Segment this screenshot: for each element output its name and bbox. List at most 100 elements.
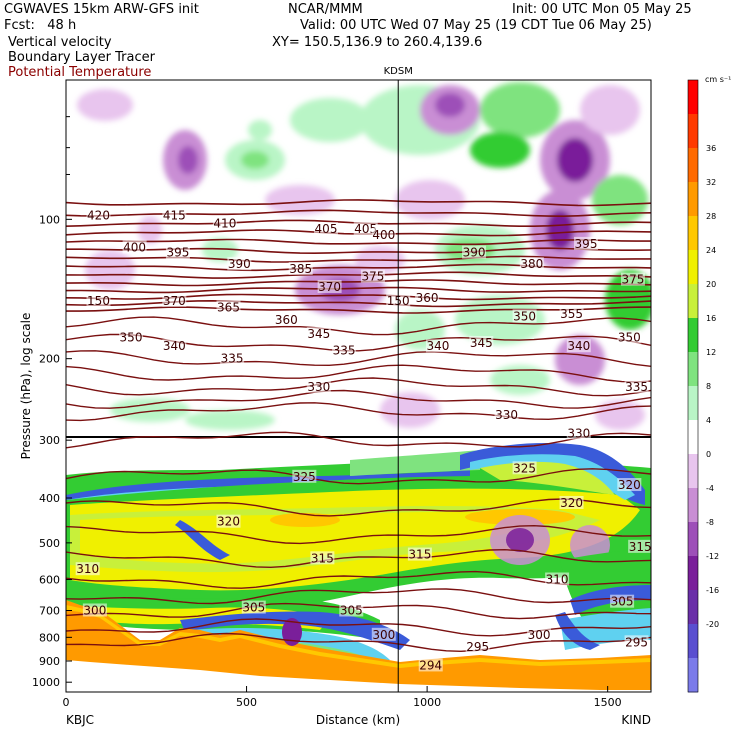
y-tick-label: 400: [39, 492, 60, 505]
isentrope-line: [66, 377, 651, 397]
isentrope-label: 345: [306, 327, 331, 341]
isentrope-label: 365: [216, 300, 241, 314]
model-title: CGWAVES 15km ARW-GFS init: [4, 2, 199, 17]
colorbar-unit: cm s⁻¹: [705, 75, 731, 84]
svg-text:405: 405: [354, 222, 377, 236]
isentrope-label: 340: [566, 339, 591, 353]
isentrope-label: 420: [86, 208, 111, 222]
colorbar-level-label: 36: [706, 144, 716, 153]
colorbar-swatch: [688, 556, 698, 591]
svg-text:305: 305: [340, 603, 363, 617]
x-tick-label: 500: [236, 696, 257, 709]
isentrope-label: 325: [292, 469, 317, 484]
svg-text:330: 330: [307, 380, 330, 394]
isentrope-label: 295: [465, 640, 490, 654]
colorbar-level-label: 20: [706, 280, 716, 289]
isentrope-label: 375: [360, 269, 385, 284]
isentrope-label: 340: [162, 339, 187, 353]
isentrope-label: 350: [119, 330, 143, 344]
isentrope-label: 320: [617, 478, 642, 492]
svg-text:340: 340: [163, 339, 186, 353]
colorbar-level-label: -4: [706, 484, 714, 493]
y-tick-label: 900: [39, 655, 60, 668]
colorbar-swatch: [688, 624, 698, 659]
isentrope-label: 410: [212, 216, 237, 230]
svg-text:405: 405: [315, 222, 338, 236]
svg-text:350: 350: [513, 309, 536, 323]
svg-text:295: 295: [466, 640, 489, 654]
isentrope-label: 320: [216, 514, 241, 529]
isentrope-label: 305: [241, 600, 266, 615]
isentrope-label: 310: [75, 562, 100, 576]
svg-text:360: 360: [416, 291, 439, 305]
isentrope-line: [66, 364, 651, 383]
colorbar-swatch: [688, 454, 698, 489]
colorbar-level-label: -20: [706, 620, 719, 629]
svg-text:375: 375: [361, 270, 384, 284]
valid-time: Valid: 00 UTC Wed 07 May 25 (19 CDT Tue …: [300, 18, 652, 33]
svg-text:355: 355: [560, 307, 583, 321]
colorbar-level-label: -16: [706, 586, 719, 595]
svg-text:325: 325: [513, 461, 536, 475]
colorbar-swatch: [688, 80, 698, 115]
isentrope-line: [66, 402, 651, 422]
y-tick-label: 200: [39, 353, 60, 366]
svg-text:310: 310: [76, 562, 99, 576]
svg-text:340: 340: [426, 339, 449, 353]
svg-text:400: 400: [123, 240, 146, 254]
svg-text:305: 305: [611, 595, 634, 609]
svg-text:375: 375: [621, 273, 644, 287]
isentrope-label: 395: [165, 245, 190, 260]
isentrope-label: 150: [86, 293, 111, 308]
svg-text:315: 315: [629, 540, 652, 554]
svg-text:345: 345: [307, 327, 330, 341]
svg-text:315: 315: [311, 551, 334, 565]
isentrope-line: [66, 271, 651, 279]
isentrope-label: 405: [314, 222, 338, 236]
isentrope-label: 360: [274, 312, 299, 327]
svg-text:400: 400: [372, 228, 395, 242]
isentrope-line: [66, 279, 651, 287]
svg-text:330: 330: [495, 408, 518, 422]
isentrope-label: 320: [559, 495, 584, 510]
y-tick-label: 1000: [32, 676, 60, 689]
isentrope-line: [66, 498, 651, 517]
isentrope-label: 295: [624, 635, 649, 649]
svg-text:310: 310: [546, 573, 569, 587]
cross-section-coords: XY= 150.5,136.9 to 260.4,139.6: [272, 35, 483, 50]
isentrope-label: 300: [527, 627, 552, 642]
svg-text:340: 340: [567, 339, 590, 353]
svg-text:320: 320: [618, 478, 641, 492]
svg-text:325: 325: [293, 470, 316, 484]
isentrope-label: 390: [227, 257, 252, 271]
y-tick-label: 100: [39, 213, 60, 226]
isentrope-label: 350: [617, 330, 642, 344]
colorbar-swatch: [688, 488, 698, 523]
isentrope-line: [66, 199, 651, 207]
isentrope-line: [66, 255, 651, 263]
isentrope-line: [66, 316, 651, 336]
svg-text:350: 350: [618, 330, 641, 344]
y-tick-label: 600: [39, 574, 60, 587]
colorbar: 36 32 28 24 20 16 12 8 4 0 -4 -8 -12 -16 -20: [687, 79, 719, 693]
svg-text:350: 350: [120, 330, 143, 344]
y-tick-label: 800: [39, 631, 60, 644]
field-label-vertical-velocity: Vertical velocity: [8, 35, 112, 50]
svg-text:410: 410: [213, 216, 236, 230]
isentrope-line: [66, 548, 651, 569]
isentrope-label: 315: [407, 547, 432, 562]
colorbar-swatch: [688, 216, 698, 251]
colorbar-level-label: 28: [706, 212, 716, 221]
isentrope-label: 375: [620, 272, 645, 287]
svg-text:370: 370: [163, 294, 186, 308]
y-tick-label: 500: [39, 537, 60, 550]
y-axis-title: Pressure (hPa), log scale: [19, 313, 33, 460]
x-tick-label: 1500: [594, 696, 622, 709]
colorbar-frame: [687, 79, 699, 693]
isentrope-label: 330: [494, 408, 519, 422]
init-time: Init: 00 UTC Mon 05 May 25: [512, 2, 692, 17]
isentrope-label: 400: [371, 227, 396, 242]
isentrope-line: [66, 247, 651, 255]
